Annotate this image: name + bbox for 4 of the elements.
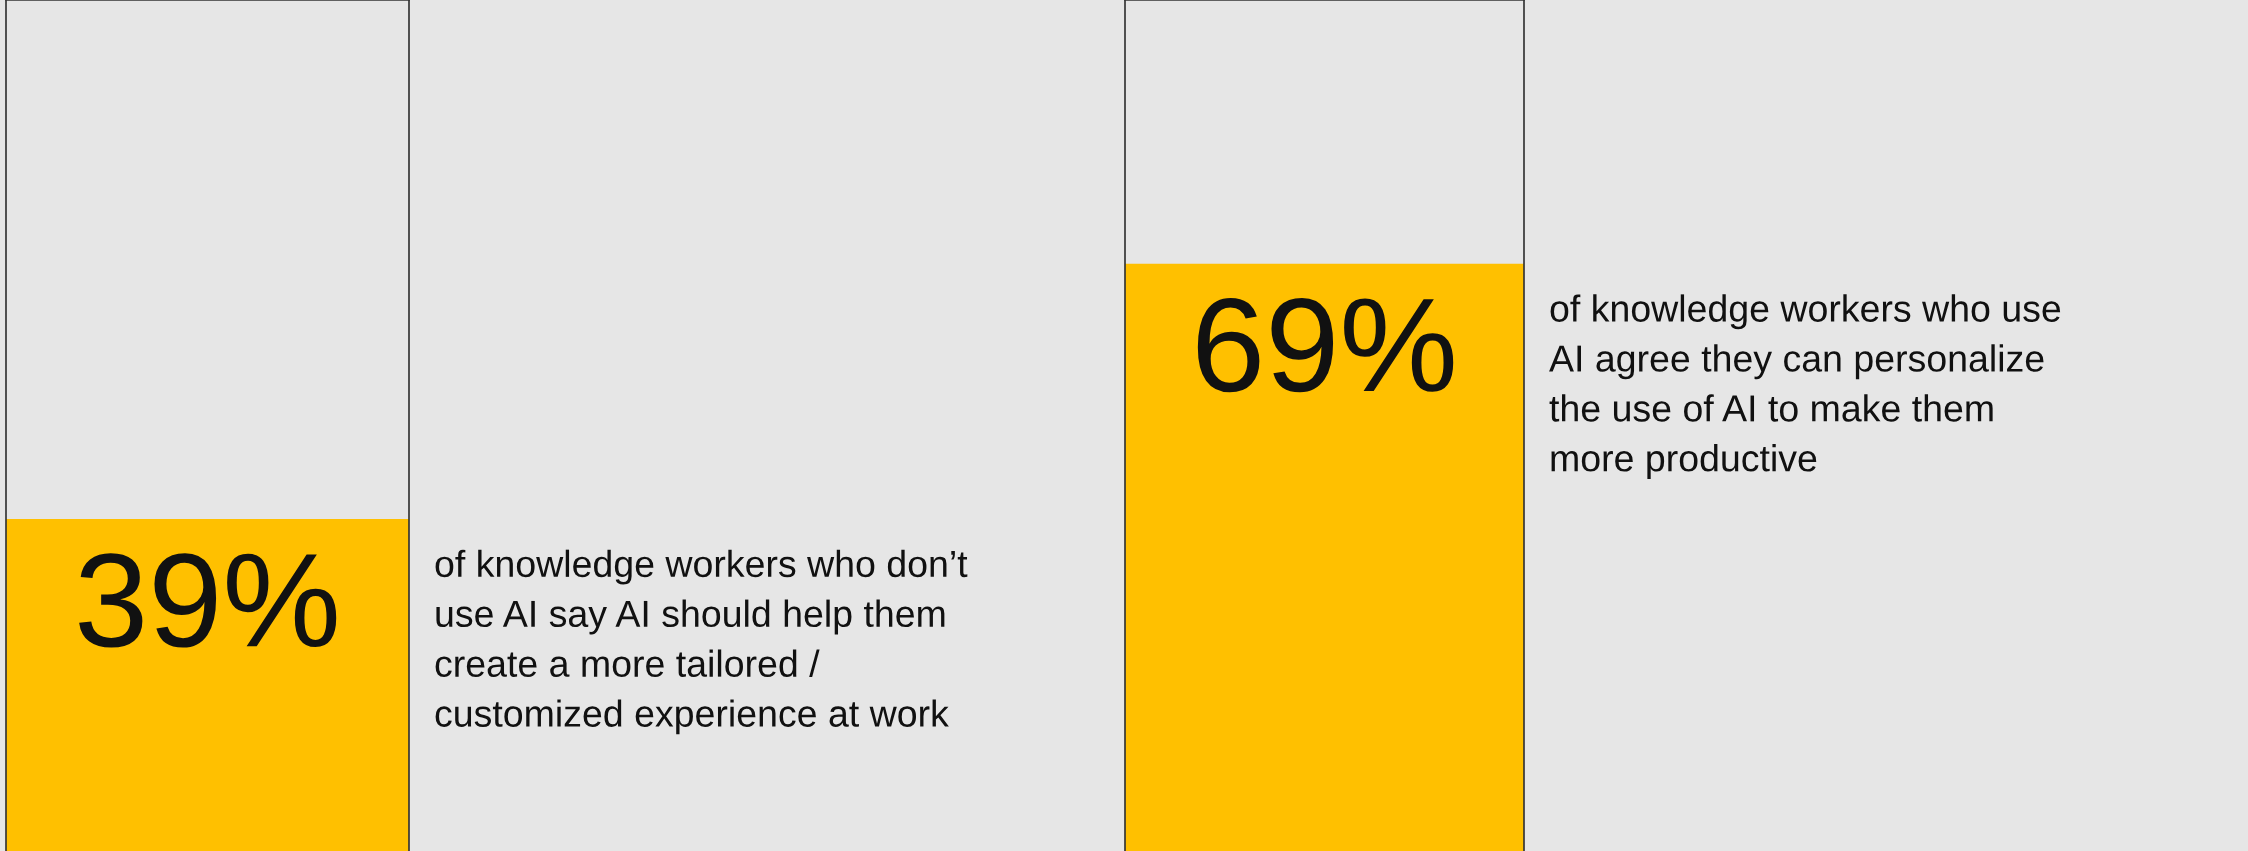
data-label: 39% xyxy=(79,553,337,648)
text: of knowledge workers who use AI agree they can personalize the use of AI to make them more productive xyxy=(1549,294,2061,480)
data-label: 69% xyxy=(1197,297,1454,393)
text: of knowledge workers who don’t use AI say AI should help them create a more tailored / customized experience at work xyxy=(435,549,968,735)
